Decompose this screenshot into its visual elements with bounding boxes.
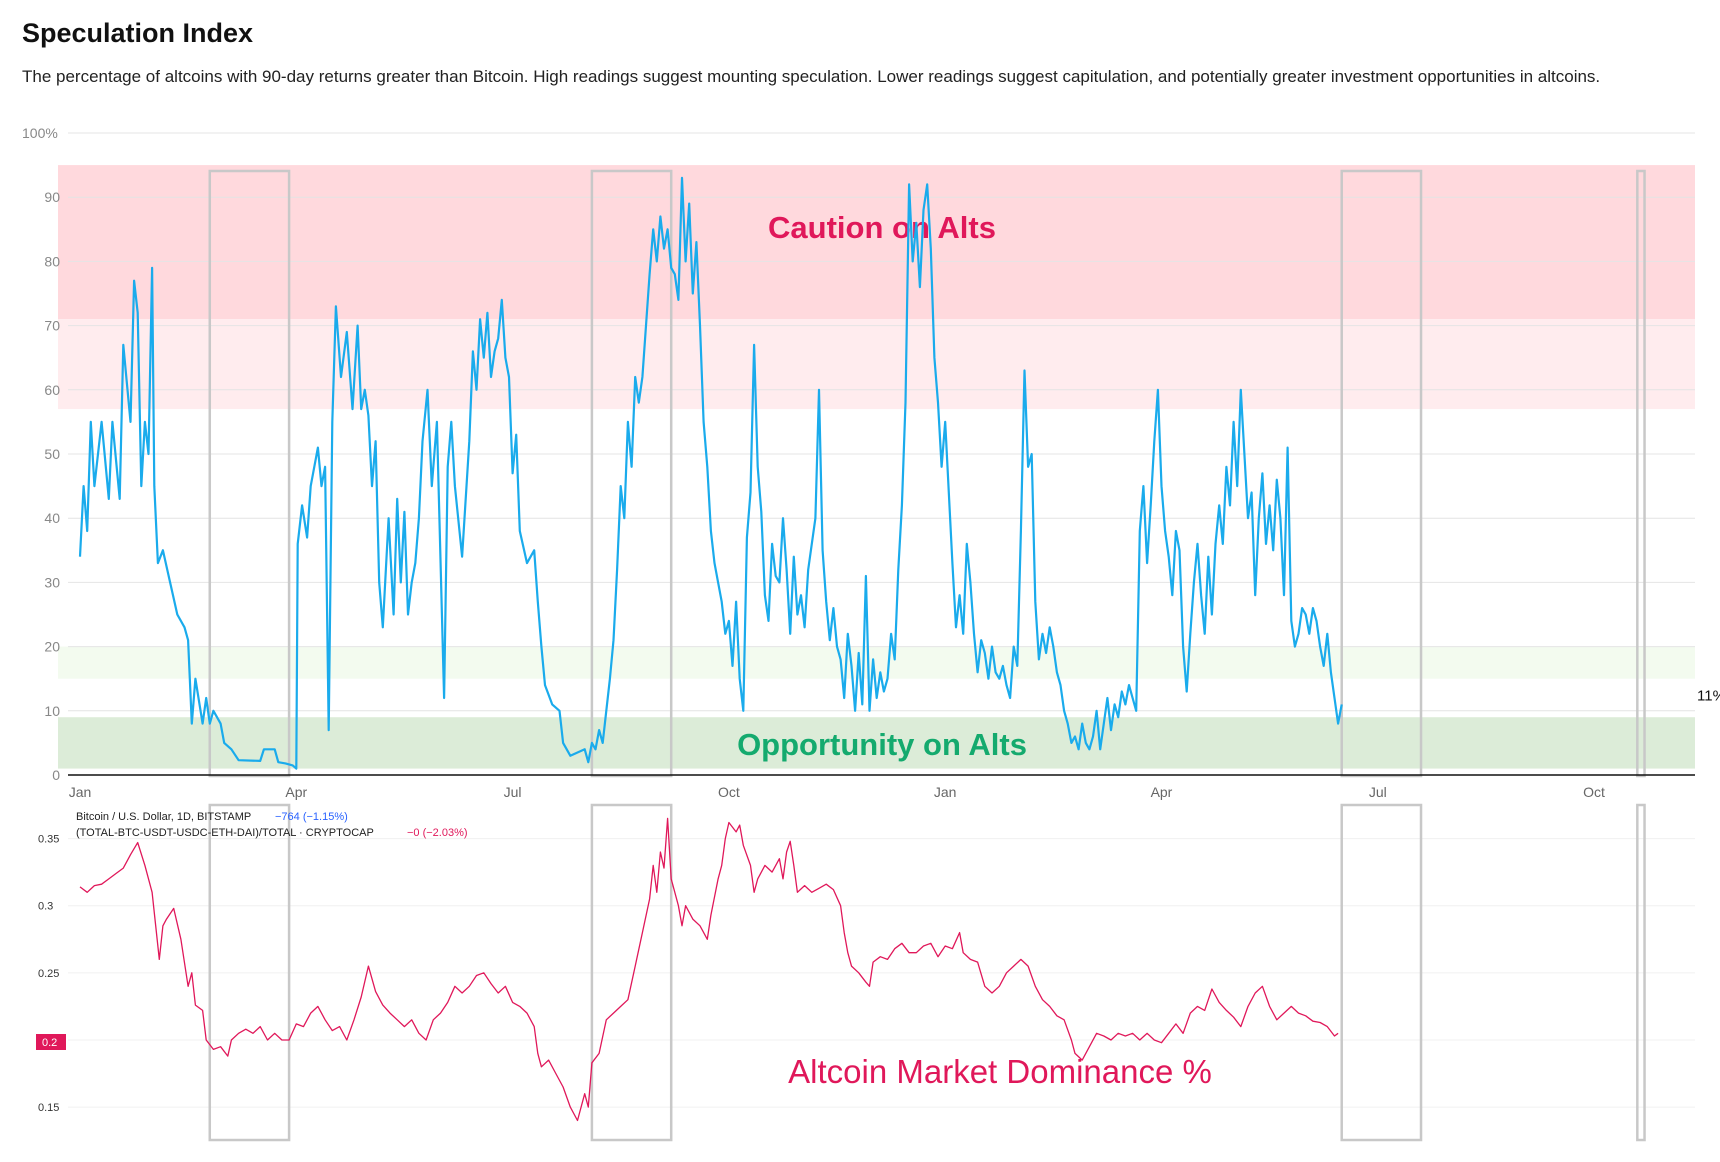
zones-layer <box>58 165 1695 769</box>
y-tick-label: 0 <box>52 767 60 783</box>
y-tick-label: 90 <box>44 189 60 205</box>
legend-btc-label: Bitcoin / U.S. Dollar, 1D, BITSTAMP <box>76 811 251 823</box>
y-tick-label: 20 <box>44 639 60 655</box>
x-tick-label: Jan <box>69 784 92 800</box>
highlight-box <box>208 803 291 1142</box>
dominance-annotation: Altcoin Market Dominance % <box>788 1053 1212 1090</box>
y-tick-label: 30 <box>44 574 60 590</box>
x-tick-label: Jul <box>1369 784 1387 800</box>
highlight-box <box>1340 169 1423 778</box>
y-tick-label: 60 <box>44 382 60 398</box>
x-tick-label: Apr <box>1151 784 1173 800</box>
y-tick-label: 0.3 <box>38 901 53 913</box>
highlight-box <box>1636 169 1646 778</box>
highlight-periods-bottom <box>208 803 1646 1142</box>
legend-btc-change: −764 (−1.15%) <box>275 811 348 823</box>
x-tick-label: Jan <box>934 784 957 800</box>
x-tick-label: Oct <box>1583 784 1605 800</box>
y-tick-label: 0.15 <box>38 1102 59 1114</box>
y-tick-label: 10 <box>44 703 60 719</box>
page-title: Speculation Index <box>22 18 254 48</box>
x-tick-label: Apr <box>285 784 307 800</box>
highlight-periods-top <box>208 169 1646 778</box>
y-tick-label: 70 <box>44 318 60 334</box>
y-tick-label: 50 <box>44 446 60 462</box>
top-y-axis: 0 10 20 30 40 50 60 70 80 90 100% <box>22 125 60 783</box>
page-subtitle: The percentage of altcoins with 90-day r… <box>22 67 1601 86</box>
highlight-box <box>1636 803 1646 1142</box>
current-value-badge <box>36 1034 66 1050</box>
y-tick-label: 0.35 <box>38 834 59 846</box>
legend-dominance-label: (TOTAL-BTC-USDT-USDC-ETH-DAI)/TOTAL · CR… <box>76 827 374 839</box>
current-value-badge-text: 0.2 <box>42 1037 57 1049</box>
highlight-box <box>1340 803 1423 1142</box>
opportunity-zone-label: Opportunity on Alts <box>737 727 1027 762</box>
last-value-label: 11% <box>1697 687 1720 704</box>
highlight-box <box>590 169 673 778</box>
zone-band <box>58 646 1695 679</box>
zone-band <box>58 319 1695 410</box>
x-axis-ticks: Jan Apr Jul Oct Jan Apr Jul Oct <box>69 784 1605 800</box>
highlight-box <box>208 169 291 778</box>
bottom-y-axis: 0.15 0.25 0.3 0.35 <box>38 834 59 1115</box>
x-tick-label: Jul <box>504 784 522 800</box>
y-tick-label: 0.25 <box>38 968 59 980</box>
y-tick-label: 100% <box>22 125 58 141</box>
bottom-gridlines <box>68 838 1695 1108</box>
y-tick-label: 80 <box>44 253 60 269</box>
y-tick-label: 40 <box>44 510 60 526</box>
legend-dominance-change: −0 (−2.03%) <box>407 827 468 839</box>
altcoin-dominance-line <box>79 817 1339 1122</box>
caution-zone-label: Caution on Alts <box>768 210 996 245</box>
x-tick-label: Oct <box>718 784 740 800</box>
highlight-box <box>590 803 673 1142</box>
speculation-index-line <box>78 176 1343 770</box>
